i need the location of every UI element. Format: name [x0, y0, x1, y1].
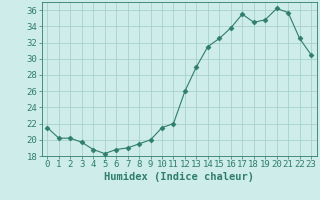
X-axis label: Humidex (Indice chaleur): Humidex (Indice chaleur) — [104, 172, 254, 182]
